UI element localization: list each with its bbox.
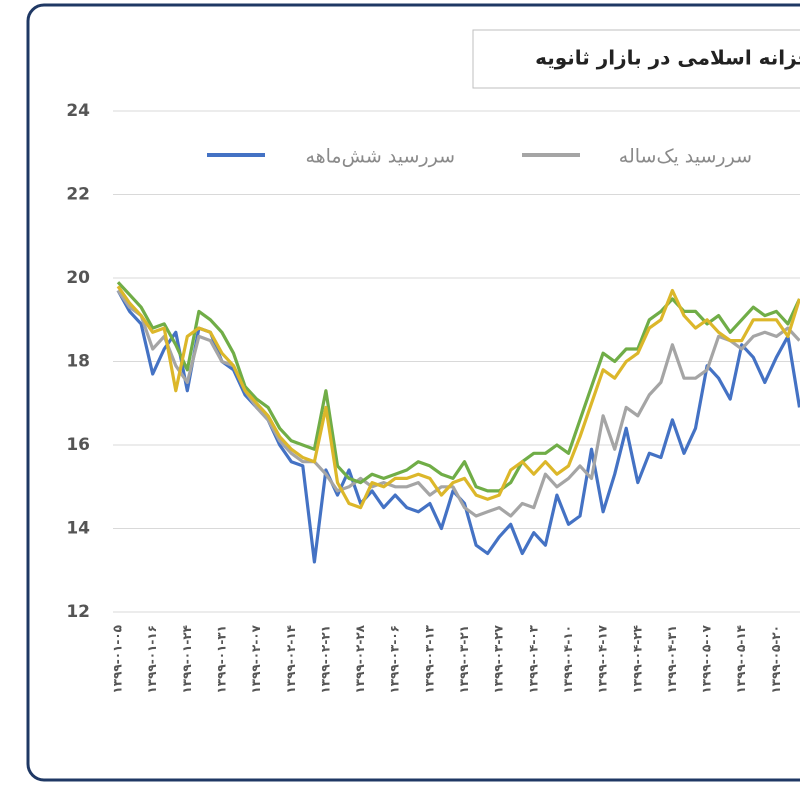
- x-tick-label: ۱۳۹۹-۰۳-۰۶: [388, 625, 402, 694]
- x-tick-label: ۱۳۹۹-۰۵-۲۰: [769, 625, 783, 694]
- x-tick-label: ۱۳۹۹-۰۲-۲۱: [318, 625, 332, 694]
- title-box: [472, 29, 800, 89]
- x-tick-label: ۱۳۹۹-۰۲-۰۷: [249, 624, 263, 693]
- x-tick-label: ۱۳۹۹-۰۲-۲۸: [353, 624, 367, 693]
- y-tick-label: 18: [66, 352, 90, 372]
- x-tick-label: ۱۳۹۹-۰۱-۳۱: [214, 625, 228, 694]
- x-tick-label: ۱۳۹۹-۰۵-۰۷: [700, 624, 714, 693]
- legend-label: سررسید شش‌ماهه: [305, 146, 455, 168]
- y-tick-label: 20: [66, 268, 90, 288]
- x-tick-label: ۱۳۹۹-۰۴-۱۷: [596, 624, 610, 693]
- y-tick-label: 22: [66, 185, 90, 205]
- chart-title: خزانه اسلامی در بازار ثانویه: [535, 46, 800, 70]
- x-tick-label: ۱۳۹۹-۰۳-۲۷: [492, 624, 506, 693]
- x-tick-label: ۱۳۹۹-۰۳-۲۱: [457, 625, 471, 694]
- x-tick-label: ۱۳۹۹-۰۴-۳۱: [665, 625, 679, 694]
- frame: [26, 3, 800, 782]
- x-tick-label: ۱۳۹۹-۰۴-۲۴: [630, 625, 644, 694]
- x-tick-label: ۱۳۹۹-۰۴-۱۰: [561, 625, 575, 694]
- y-tick-label: 16: [66, 435, 90, 455]
- x-tick-label: ۱۳۹۹-۰۱-۱۶: [145, 625, 159, 694]
- x-tick-label: ۱۳۹۹-۰۴-۰۳: [526, 624, 540, 693]
- y-tick-label: 12: [66, 602, 90, 622]
- y-tick-label: 14: [66, 519, 90, 539]
- x-tick-label: ۱۳۹۹-۰۱-۰۵: [111, 625, 125, 694]
- y-tick-label: 24: [66, 101, 90, 121]
- series-line: [116, 281, 800, 493]
- x-tick-label: ۱۳۹۹-۰۱-۲۴: [180, 625, 194, 694]
- x-tick-label: ۱۳۹۹-۰۲-۱۴: [284, 625, 298, 694]
- x-tick-label: ۱۳۹۹-۰۳-۱۳: [422, 624, 436, 693]
- x-tick-label: ۱۳۹۹-۰۵-۱۴: [734, 625, 748, 694]
- series-line: [116, 285, 800, 510]
- legend-label: سررسید یک‌ساله: [619, 146, 752, 168]
